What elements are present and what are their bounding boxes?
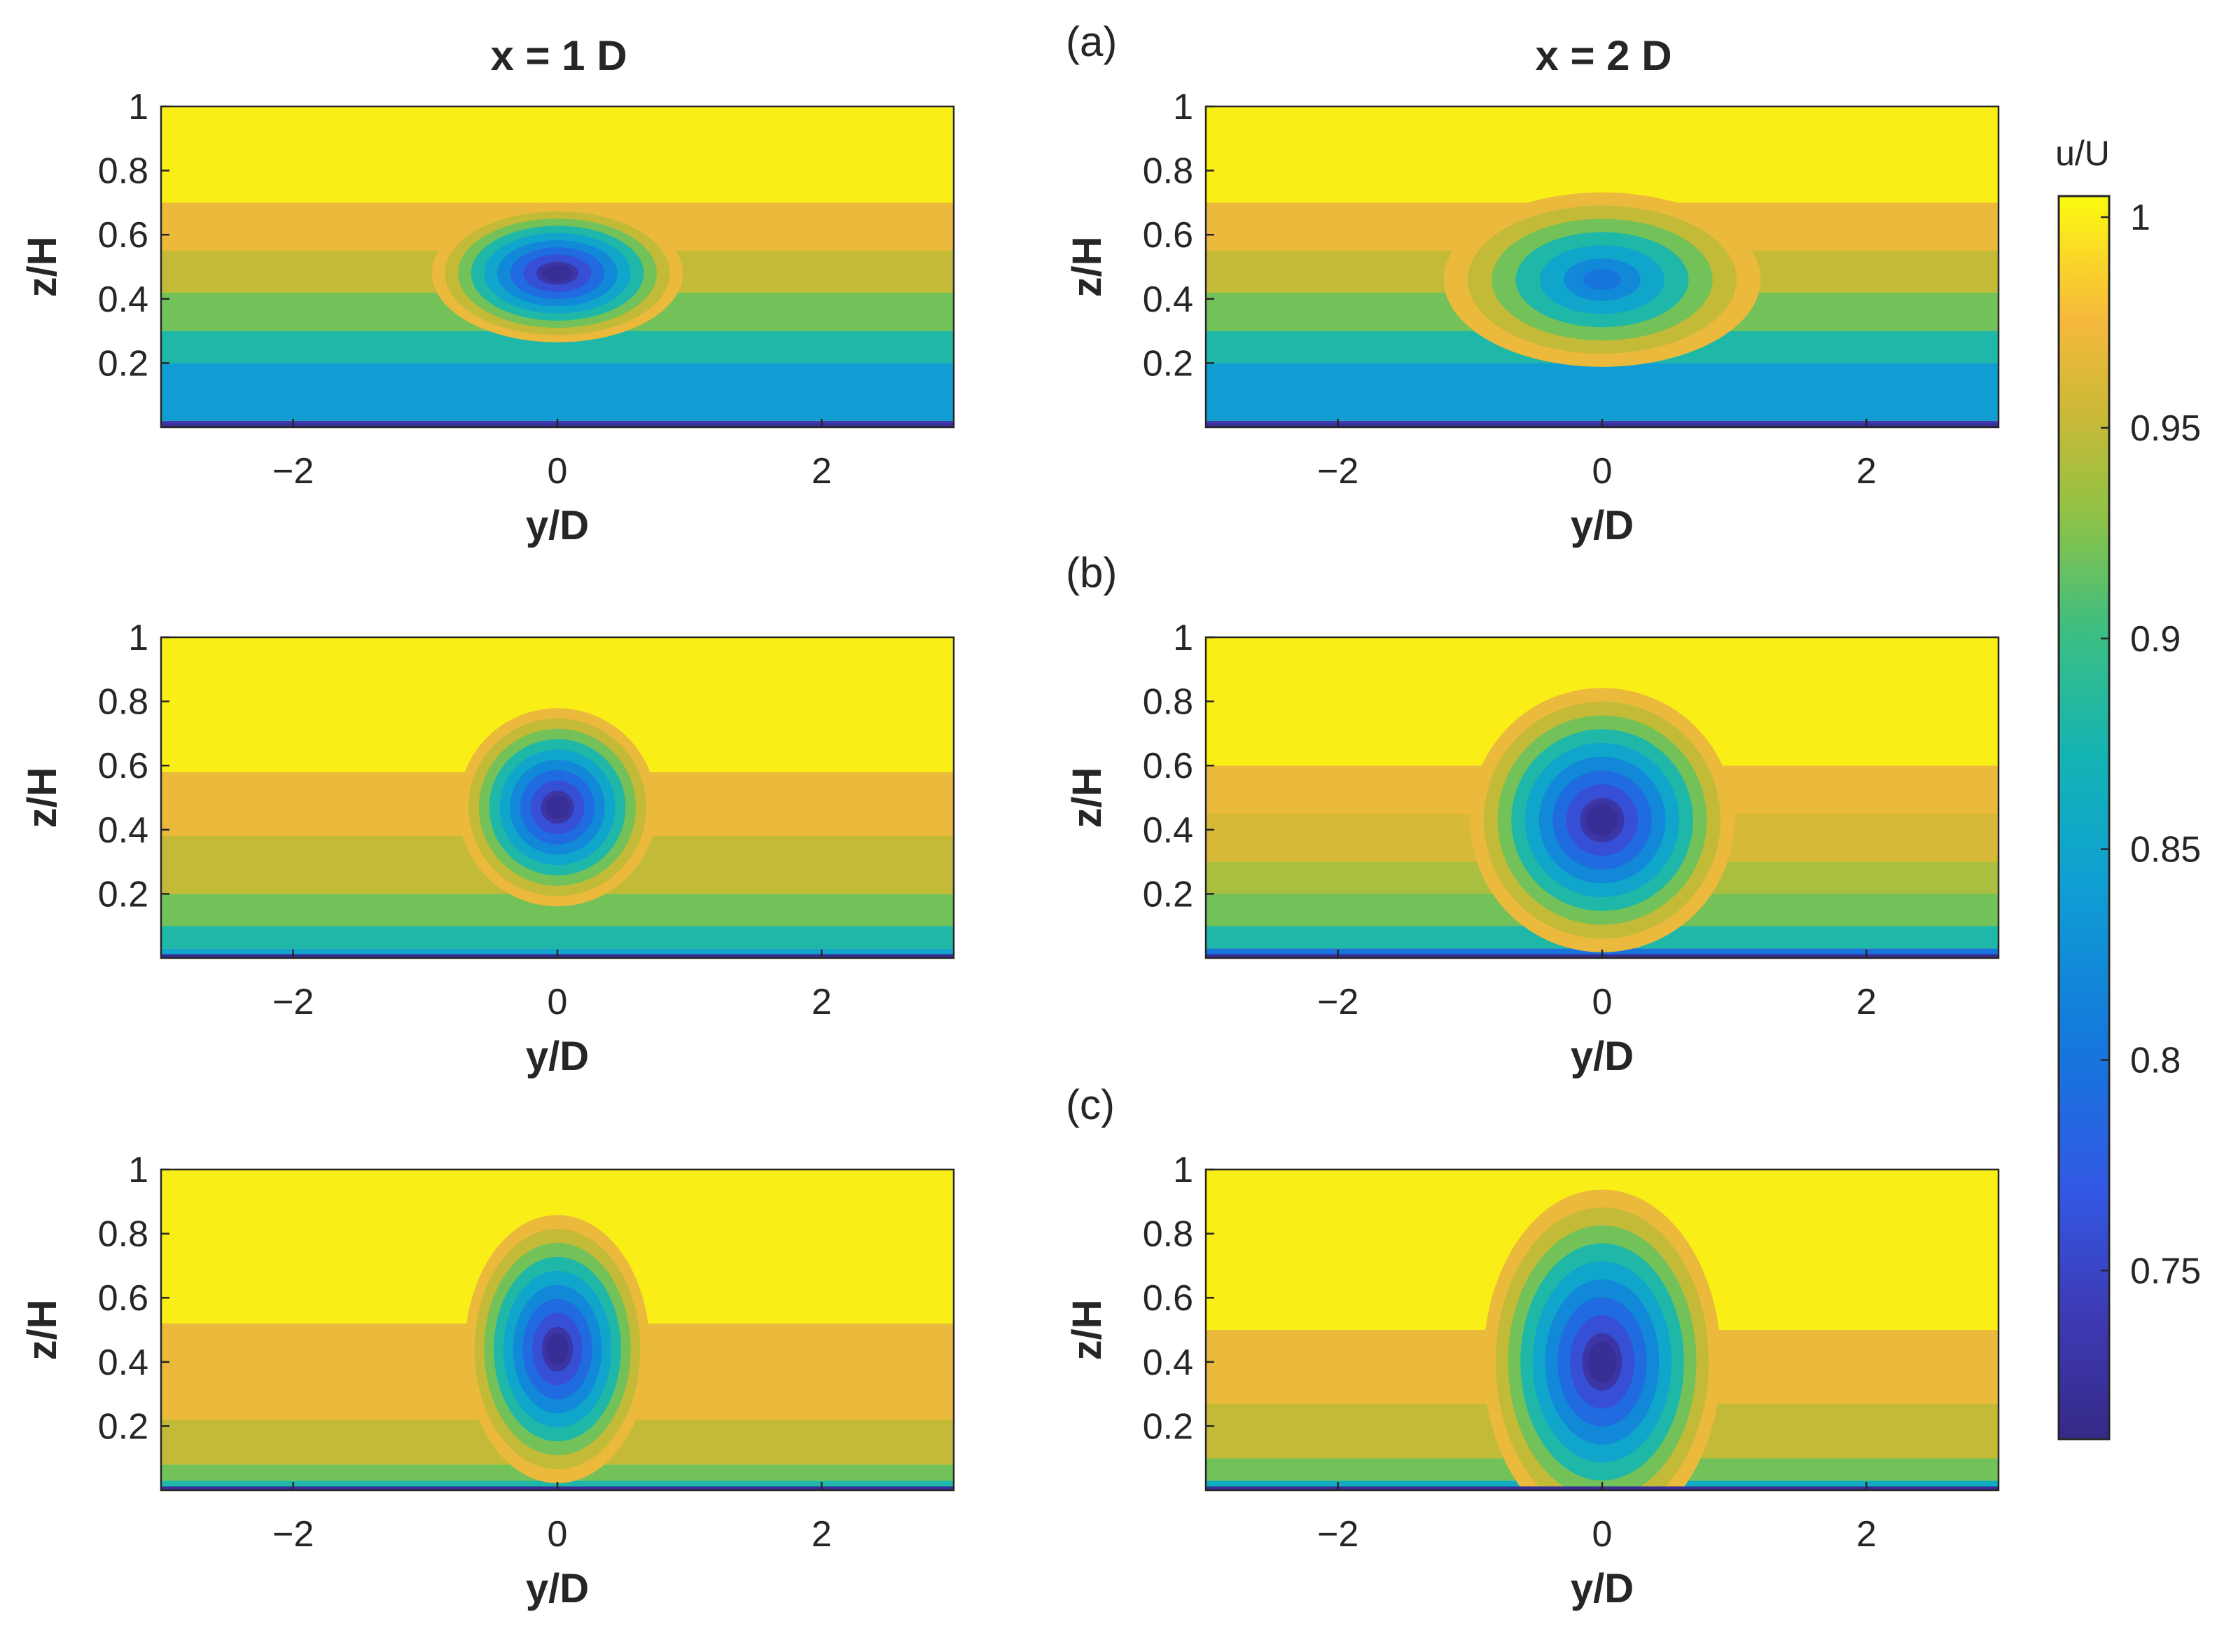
x-tick-label: −2: [1317, 982, 1358, 1022]
contour-field: [161, 637, 954, 958]
x-tick-label: 0: [1592, 451, 1613, 492]
y-tick-label: 1: [128, 87, 148, 127]
y-axis-label: z/H: [20, 1300, 65, 1361]
y-tick-label: 0.2: [1143, 343, 1193, 384]
y-tick-label: 0.2: [98, 1406, 148, 1447]
panel-c-2: −2 0 2 0.2 0.4 0.6 0.8 1 y/D z/H: [1064, 1150, 2000, 1611]
y-tick-label: 0.6: [98, 746, 148, 786]
x-tick-label: 2: [812, 1514, 832, 1555]
colorbar-title: u/U: [2055, 134, 2110, 173]
column-title-right: x = 2 D: [1535, 32, 1671, 79]
x-tick-label: −2: [1317, 1514, 1358, 1555]
y-axis-label: z/H: [20, 237, 65, 298]
y-tick-label: 0.4: [1143, 810, 1193, 851]
colorbar-tick-label: 0.75: [2130, 1251, 2201, 1291]
x-tick-label: 0: [1592, 1514, 1613, 1555]
x-tick-label: 2: [1856, 451, 1877, 492]
contour-field: [161, 106, 954, 427]
panel-b-2: −2 0 2 0.2 0.4 0.6 0.8 1 y/D z/H: [1064, 618, 2000, 1079]
y-tick-label: 0.4: [98, 1342, 148, 1383]
row-label-b: (b): [1066, 549, 1117, 596]
colorbar-tick-label: 0.85: [2130, 830, 2201, 870]
x-axis-label: y/D: [1571, 1034, 1634, 1079]
colorbar-gradient: [2057, 195, 2111, 1441]
y-tick-label: 0.2: [98, 874, 148, 915]
column-title-left: x = 1 D: [490, 32, 627, 79]
x-tick-label: 0: [548, 1514, 568, 1555]
y-tick-label: 1: [128, 618, 148, 658]
row-label-a: (a): [1066, 18, 1117, 65]
y-tick-label: 1: [1173, 87, 1193, 127]
contour-band: [161, 363, 954, 421]
contour-band: [161, 926, 954, 949]
y-tick-label: 0.6: [98, 1278, 148, 1319]
y-axis-label: z/H: [1064, 237, 1110, 298]
y-tick-label: 1: [1173, 1150, 1193, 1191]
y-tick-label: 0.4: [1143, 1342, 1193, 1383]
wake-core: [1587, 1341, 1617, 1383]
wake-core: [1583, 269, 1622, 291]
y-tick-label: 0.4: [98, 279, 148, 320]
colorbar-tick-label: 0.8: [2130, 1040, 2181, 1081]
contour-band: [1206, 106, 1999, 203]
y-tick-label: 1: [1173, 618, 1193, 658]
y-tick-label: 0.4: [98, 810, 148, 851]
y-tick-label: 0.8: [98, 151, 148, 192]
y-tick-label: 0.6: [1143, 1278, 1193, 1319]
contour-band: [161, 106, 954, 203]
y-axis-label: z/H: [20, 768, 65, 828]
x-axis-label: y/D: [526, 1034, 589, 1079]
colorbar-tick-label: 0.95: [2130, 408, 2201, 449]
contour-field: [1206, 106, 1999, 427]
y-axis-label: z/H: [1064, 1300, 1110, 1361]
y-tick-label: 0.8: [98, 682, 148, 723]
colorbar: u/U 0.75 0.8 0.85 0.9 0.95 1: [2055, 134, 2201, 1441]
y-tick-label: 0.6: [1143, 746, 1193, 786]
contour-field: [1206, 637, 1999, 958]
y-tick-label: 1: [128, 1150, 148, 1191]
y-tick-label: 0.8: [1143, 151, 1193, 192]
x-tick-label: 2: [1856, 982, 1877, 1022]
y-tick-label: 0.8: [98, 1214, 148, 1255]
y-tick-label: 0.6: [98, 215, 148, 256]
x-tick-label: 0: [548, 451, 568, 492]
x-axis-label: y/D: [1571, 1566, 1634, 1611]
colorbar-tick-label: 1: [2130, 197, 2150, 238]
x-tick-label: −2: [272, 1514, 314, 1555]
y-tick-label: 0.2: [1143, 874, 1193, 915]
x-axis-label: y/D: [1571, 503, 1634, 548]
contour-field: [161, 1169, 954, 1490]
y-tick-label: 0.8: [1143, 1214, 1193, 1255]
x-axis-label: y/D: [526, 1566, 589, 1611]
contour-band: [1206, 363, 1999, 421]
panel-a-1: −2 0 2 0.2 0.4 0.6 0.8 1 y/D z/H: [20, 87, 955, 548]
panel-c-1: −2 0 2 0.2 0.4 0.6 0.8 1 y/D z/H: [20, 1150, 955, 1611]
panel-b-1: −2 0 2 0.2 0.4 0.6 0.8 1 y/D z/H: [20, 618, 955, 1079]
y-tick-label: 0.2: [98, 343, 148, 384]
wake-core: [542, 265, 573, 282]
y-axis-label: z/H: [1064, 768, 1110, 828]
x-tick-label: 0: [1592, 982, 1613, 1022]
panel-a-2: −2 0 2 0.2 0.4 0.6 0.8 1 y/D z/H: [1064, 87, 2000, 548]
x-tick-label: 0: [548, 982, 568, 1022]
wake-core: [1586, 804, 1618, 836]
wake-core: [545, 795, 569, 819]
wake-core: [546, 1333, 569, 1366]
y-tick-label: 0.6: [1143, 215, 1193, 256]
x-tick-label: −2: [1317, 451, 1358, 492]
contour-field: [1206, 1169, 1999, 1490]
x-tick-label: −2: [272, 451, 314, 492]
x-tick-label: −2: [272, 982, 314, 1022]
x-axis-label: y/D: [526, 503, 589, 548]
x-tick-label: 2: [812, 982, 832, 1022]
x-tick-label: 2: [1856, 1514, 1877, 1555]
y-tick-label: 0.4: [1143, 279, 1193, 320]
row-label-c: (c): [1066, 1081, 1115, 1128]
x-tick-label: 2: [812, 451, 832, 492]
y-tick-label: 0.8: [1143, 682, 1193, 723]
y-tick-label: 0.2: [1143, 1406, 1193, 1447]
colorbar-tick-label: 0.9: [2130, 619, 2181, 660]
